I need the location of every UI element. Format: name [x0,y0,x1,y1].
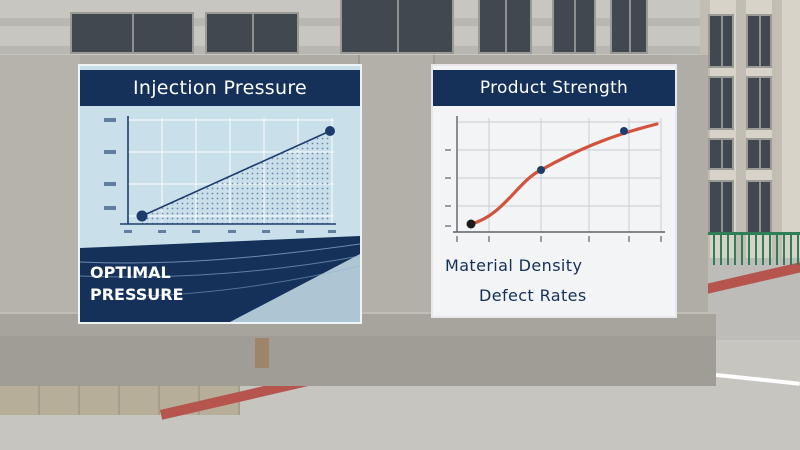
building-window [746,76,772,130]
building-window [746,14,772,68]
pressure-line [141,130,331,217]
building-window [746,138,772,170]
start-point [136,210,148,222]
building-window [340,0,454,54]
curve-end-point [620,127,628,135]
strength-chart [445,116,665,242]
building-window [708,14,734,68]
wall-middle-pillar [358,55,435,320]
building-window [708,180,734,234]
curve-start-point [466,219,476,229]
y-tick-marks [104,118,116,210]
building-window [205,12,299,54]
building-window [70,12,194,54]
end-point [325,126,335,136]
injection-pressure-panel: Injection Pressure [78,64,362,324]
building-window [708,138,734,170]
y-tick-marks [445,149,451,227]
left-panel-title: Injection Pressure [80,70,360,106]
product-strength-panel: Product Strength [431,64,677,318]
building-window [746,180,772,234]
curve-mid-point [537,166,545,174]
caption-line-1: OPTIMAL [90,263,171,282]
material-density-label: Material Density [445,256,583,275]
x-tick-marks [456,236,662,242]
optimal-pressure-caption: OPTIMAL PRESSURE [90,262,184,306]
defect-rates-label: Defect Rates [479,286,587,305]
decorative-wave-band [80,236,360,322]
wall-base [0,336,716,386]
caption-line-2: PRESSURE [90,285,184,304]
x-tick-marks [124,230,336,233]
wall-left-section [0,55,80,325]
green-fence [706,232,800,265]
wall-right-section [672,55,708,325]
right-panel-title: Product Strength [433,70,675,106]
pressure-area [142,131,330,224]
building-window [610,0,648,54]
building-window [708,76,734,130]
building-window [478,0,532,54]
chart-grid [457,118,662,232]
pressure-chart [80,116,360,322]
rust-stain [255,338,269,368]
building-window [552,0,596,54]
building-side-wall [700,0,800,262]
